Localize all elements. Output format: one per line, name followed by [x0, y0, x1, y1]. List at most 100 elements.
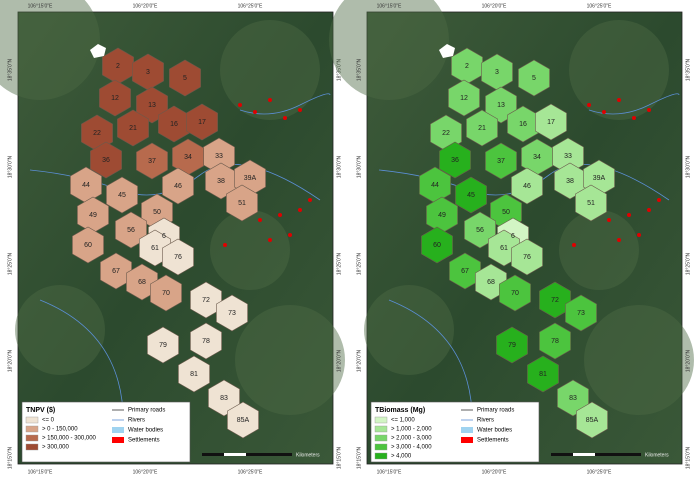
zone-label: 33: [564, 153, 572, 160]
legend-swatch: [374, 443, 388, 451]
settlement: [617, 238, 621, 242]
zone-polygon: [186, 103, 218, 141]
legend-title: TBiomass (Mg): [375, 407, 425, 414]
zone-label: 79: [508, 342, 516, 349]
zone-polygon: [150, 274, 182, 312]
zone-label: 39A: [244, 175, 257, 182]
longitude-label: 106°15'0"E: [377, 469, 402, 475]
zone-label: 61: [151, 245, 159, 252]
zone-label: 12: [460, 95, 468, 102]
zone-polygon: [72, 226, 104, 264]
zone-label: 72: [551, 297, 559, 304]
legend-label: > 0 - 150,000: [42, 427, 78, 433]
latitude-label: 18°20'0"N: [356, 349, 362, 372]
legend-title: TNPV ($): [26, 407, 55, 414]
terrain-patch: [15, 285, 105, 375]
zone-label: 56: [127, 227, 135, 234]
zone-label: 51: [587, 200, 595, 207]
zone-label: 45: [467, 192, 475, 199]
latitude-label: 18°30'0"N: [685, 155, 691, 178]
settlement: [657, 198, 661, 202]
legend-label: Primary roads: [128, 408, 165, 414]
zone-polygon: [455, 176, 487, 214]
settlement: [283, 116, 287, 120]
legend-label: > 4,000: [391, 454, 412, 460]
zone-label: 37: [148, 158, 156, 165]
longitude-label: 106°20'0"E: [133, 3, 158, 9]
zone-label: 36: [451, 157, 459, 164]
settlement: [278, 213, 282, 217]
longitude-label: 106°15'0"E: [28, 469, 53, 475]
zone-label: 46: [174, 183, 182, 190]
zone-polygon: [190, 281, 222, 319]
zone-polygon: [518, 59, 550, 97]
legend-swatch: [374, 416, 388, 424]
zone-label: 81: [190, 371, 198, 378]
latitude-label: 18°15'0"N: [685, 446, 691, 469]
scale-bar: [573, 453, 595, 456]
zone-polygon: [90, 141, 122, 179]
legend-swatch: [25, 416, 39, 424]
zone-label: 6: [162, 233, 166, 240]
zone-label: 44: [431, 182, 439, 189]
zone-polygon: [117, 109, 149, 147]
longitude-label: 106°20'0"E: [482, 469, 507, 475]
legend-box: [370, 401, 540, 463]
zone-polygon: [190, 322, 222, 360]
legend-label: <= 1,000: [391, 418, 415, 424]
zone-label: 12: [111, 95, 119, 102]
legend-label: Primary roads: [477, 408, 514, 414]
terrain-patch: [569, 20, 669, 120]
scale-label: Kilometers: [296, 452, 320, 458]
longitude-label: 106°20'0"E: [482, 3, 507, 9]
zone-label: 2: [465, 63, 469, 70]
latitude-label: 18°20'0"N: [7, 349, 13, 372]
longitude-label: 106°20'0"E: [133, 469, 158, 475]
legend-swatch: [374, 452, 388, 460]
zone-polygon: [485, 142, 517, 180]
settlement: [617, 98, 621, 102]
zone-label: 83: [220, 395, 228, 402]
zone-label: 49: [438, 212, 446, 219]
zone-polygon: [227, 401, 259, 439]
map-panel: 2 3 5 12 13 16 17 21 22 33 34 36 37 38 39A 44 45 46 49 50 51…: [0, 0, 345, 475]
zone-label: 50: [153, 209, 161, 216]
terrain-patch: [235, 305, 345, 415]
zone-polygon: [178, 355, 210, 393]
zone-label: 5: [532, 75, 536, 82]
water-body: [439, 44, 455, 58]
zone-polygon: [100, 252, 132, 290]
latitude-label: 18°15'0"N: [356, 446, 362, 469]
terrain-patch: [0, 0, 100, 100]
zone-polygon: [511, 238, 543, 276]
settlement: [632, 116, 636, 120]
zone-polygon: [496, 326, 528, 364]
latitude-label: 18°35'0"N: [7, 58, 13, 81]
zone-label: 51: [238, 200, 246, 207]
settlement: [258, 218, 262, 222]
zone-label: 49: [89, 212, 97, 219]
zone-label: 56: [476, 227, 484, 234]
settlement: [637, 233, 641, 237]
settlement: [572, 243, 576, 247]
legend-label: Rivers: [477, 418, 494, 424]
terrain-patch: [559, 210, 639, 290]
latitude-label: 18°15'0"N: [336, 446, 342, 469]
zone-label: 70: [162, 290, 170, 297]
zone-label: 34: [184, 154, 192, 161]
river: [588, 93, 680, 115]
terrain-patch: [210, 210, 290, 290]
longitude-label: 106°15'0"E: [377, 3, 402, 9]
longitude-label: 106°25'0"E: [238, 3, 263, 9]
zone-label: 16: [170, 121, 178, 128]
zone-label: 46: [523, 183, 531, 190]
legend-label: > 2,000 - 3,000: [391, 436, 432, 442]
zone-polygon: [464, 211, 496, 249]
zone-polygon: [169, 59, 201, 97]
map-panel: 2 3 5 12 13 16 17 21 22 33 34 36 37 38 39A 44 45 46 49 50 51…: [329, 0, 694, 475]
zone-label: 78: [551, 338, 559, 345]
zone-label: 60: [433, 242, 441, 249]
zone-polygon: [565, 294, 597, 332]
zone-polygon: [539, 281, 571, 319]
zone-polygon: [208, 379, 240, 417]
